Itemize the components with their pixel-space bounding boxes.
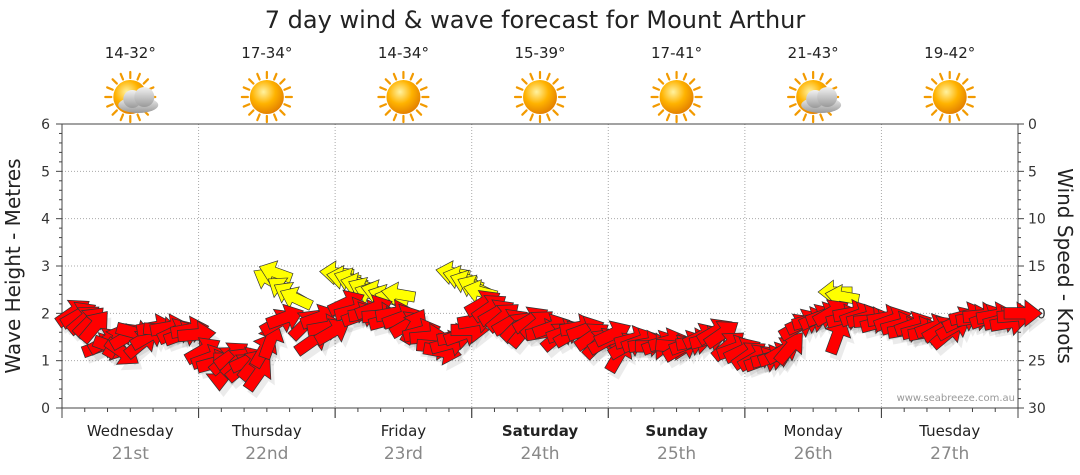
sunny-icon <box>377 70 430 124</box>
day-date: 23rd <box>384 444 423 464</box>
day-date: 24th <box>520 444 559 464</box>
day-labels: Wednesday 21st Thursday 22nd Friday 23rd Satur… <box>87 422 980 464</box>
wind-arrow <box>313 318 351 347</box>
wave-arrow <box>380 281 417 307</box>
day-date: 21st <box>112 444 149 464</box>
partly-cloudy-icon <box>104 70 159 124</box>
temp-range: 17-34° <box>241 44 292 62</box>
sunny-icon <box>513 70 567 124</box>
left-tick-label: 0 <box>41 401 50 417</box>
left-axis-title: Wave Height - Metres <box>1 158 25 373</box>
sunny-icon <box>923 70 976 124</box>
right-tick-label: 10 <box>1028 212 1046 228</box>
partly-cloudy-icon <box>787 70 842 124</box>
day-date: 27th <box>930 444 969 464</box>
temp-range: 21-43° <box>788 44 839 62</box>
right-tick-label: 0 <box>1028 117 1037 133</box>
right-axis-title: Wind Speed - Knots <box>1053 168 1077 364</box>
wind-arrow <box>265 303 304 331</box>
left-tick-label: 2 <box>41 306 50 322</box>
weather-row: 14-32° 17-34° 14-34° 15-39° 17-41° 21-43° 19-4… <box>104 44 976 124</box>
day-name: Wednesday <box>87 422 174 440</box>
day-name: Friday <box>381 422 427 440</box>
left-tick-label: 3 <box>41 259 50 275</box>
wind-arrow <box>242 357 272 393</box>
sunny-icon <box>650 70 703 124</box>
day-date: 25th <box>657 444 696 464</box>
left-tick-label: 1 <box>41 354 50 370</box>
arrow-layer <box>54 260 1047 399</box>
credit-text: www.seabreeze.com.au <box>897 393 1015 404</box>
temp-range: 15-39° <box>514 44 565 62</box>
sunny-icon <box>240 70 293 124</box>
right-tick-label: 30 <box>1028 401 1046 417</box>
day-name: Monday <box>784 422 843 440</box>
wind-arrow <box>1003 299 1043 328</box>
left-tick-label: 5 <box>41 164 50 180</box>
temp-range: 14-34° <box>378 44 429 62</box>
day-name: Thursday <box>231 422 302 440</box>
temp-range: 19-42° <box>924 44 975 62</box>
right-tick-label: 25 <box>1028 354 1046 370</box>
temp-range: 17-41° <box>651 44 702 62</box>
left-axis-ticks: 0 1 2 3 4 5 6 <box>41 117 62 417</box>
day-date: 26th <box>794 444 833 464</box>
day-name: Sunday <box>645 422 708 440</box>
temp-range: 14-32° <box>105 44 156 62</box>
right-axis-ticks: 051015202530 <box>1018 117 1046 417</box>
chart-title: 7 day wind & wave forecast for Mount Art… <box>265 6 806 34</box>
day-date: 22nd <box>245 444 288 464</box>
right-tick-label: 15 <box>1028 259 1046 275</box>
day-name: Tuesday <box>918 422 980 440</box>
left-tick-label: 6 <box>41 117 50 133</box>
left-tick-label: 4 <box>41 212 50 228</box>
day-name: Saturday <box>502 422 579 440</box>
right-tick-label: 5 <box>1028 164 1037 180</box>
